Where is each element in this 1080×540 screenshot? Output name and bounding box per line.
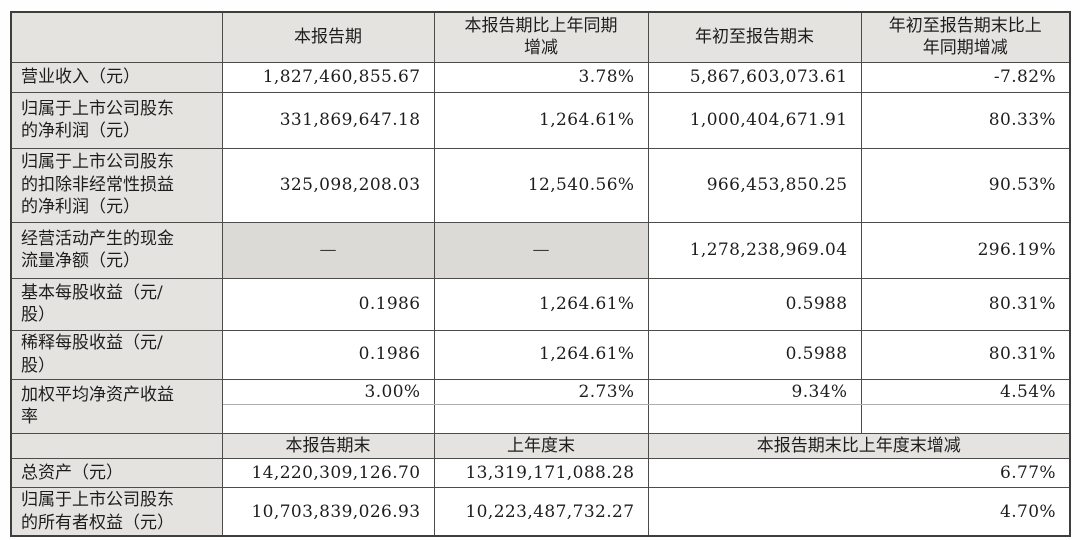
header-period-end-change: 本报告期末比上年度末增减 <box>647 432 1071 460</box>
value-current-yoy: 1,264.61% <box>433 329 649 380</box>
value-current: 325,098,208.03 <box>221 147 435 223</box>
header-current-period: 本报告期 <box>221 11 435 63</box>
value-period-end: 10,703,839,026.93 <box>221 487 435 537</box>
value-change: 4.70% <box>647 487 1071 537</box>
value-ytd: 5,867,603,073.61 <box>647 61 862 93</box>
financial-summary-table: 本报告期 本报告期比上年同期 增减 年初至报告期末 年初至报告期末比上 年同期增… <box>10 11 1071 538</box>
value-prev-year-end: 13,319,171,088.28 <box>433 458 649 489</box>
spacer-cell <box>221 403 435 434</box>
row-label: 归属于上市公司股东 的净利润（元） <box>10 91 223 149</box>
header-current-period-yoy: 本报告期比上年同期 增减 <box>433 11 649 63</box>
value-ytd: 0.5988 <box>647 277 862 331</box>
header-corner-cell <box>10 11 223 63</box>
value-current: 1,827,460,855.67 <box>221 61 435 93</box>
table-row-revenue: 营业收入（元） 1,827,460,855.67 3.78% 5,867,603… <box>10 61 1071 93</box>
value-current: 0.1986 <box>221 277 435 331</box>
value-current-yoy-dash: — <box>433 221 649 279</box>
table-row-net-profit: 归属于上市公司股东 的净利润（元） 331,869,647.18 1,264.6… <box>10 91 1071 149</box>
value-ytd-yoy: 4.54% <box>860 378 1071 405</box>
value-prev-year-end: 10,223,487,732.27 <box>433 487 649 537</box>
value-current-dash: — <box>221 221 435 279</box>
table-row-basic-eps: 基本每股收益（元/ 股） 0.1986 1,264.61% 0.5988 80.… <box>10 277 1071 331</box>
value-ytd-yoy: -7.82% <box>860 61 1071 93</box>
header-row-top: 本报告期 本报告期比上年同期 增减 年初至报告期末 年初至报告期末比上 年同期增… <box>10 11 1071 63</box>
value-ytd-yoy: 296.19% <box>860 221 1071 279</box>
header-ytd: 年初至报告期末 <box>647 11 862 63</box>
table-row-diluted-eps: 稀释每股收益（元/ 股） 0.1986 1,264.61% 0.5988 80.… <box>10 329 1071 380</box>
row-label: 总资产（元） <box>10 458 223 489</box>
value-ytd: 0.5988 <box>647 329 862 380</box>
header-prev-year-end: 上年度末 <box>433 432 649 460</box>
value-period-end: 14,220,309,126.70 <box>221 458 435 489</box>
table-row-net-profit-deducted: 归属于上市公司股东 的扣除非经常性损益 的净利润（元） 325,098,208.… <box>10 147 1071 223</box>
value-ytd-yoy: 80.33% <box>860 91 1071 149</box>
value-current: 0.1986 <box>221 329 435 380</box>
row-label: 稀释每股收益（元/ 股） <box>10 329 223 380</box>
value-current-yoy: 1,264.61% <box>433 91 649 149</box>
value-ytd-yoy: 80.31% <box>860 329 1071 380</box>
table-row-owners-equity: 归属于上市公司股东 的所有者权益（元） 10,703,839,026.93 10… <box>10 487 1071 537</box>
value-current: 3.00% <box>221 378 435 405</box>
header-ytd-yoy: 年初至报告期末比上 年同期增减 <box>860 11 1071 63</box>
row-label: 经营活动产生的现金 流量净额（元） <box>10 221 223 279</box>
table-row-roe: 加权平均净资产收益 率 3.00% 2.73% 9.34% 4.54% <box>10 378 1071 434</box>
value-current-yoy: 12,540.56% <box>433 147 649 223</box>
spacer-cell <box>860 403 1071 434</box>
header-corner-cell-bottom <box>10 432 223 460</box>
header-period-end: 本报告期末 <box>221 432 435 460</box>
value-change: 6.77% <box>647 458 1071 489</box>
row-label: 加权平均净资产收益 率 <box>10 378 223 434</box>
value-current-yoy: 1,264.61% <box>433 277 649 331</box>
value-ytd-yoy: 80.31% <box>860 277 1071 331</box>
table-row-cash-flow: 经营活动产生的现金 流量净额（元） — — 1,278,238,969.04 2… <box>10 221 1071 279</box>
header-row-bottom: 本报告期末 上年度末 本报告期末比上年度末增减 <box>10 432 1071 460</box>
value-ytd: 966,453,850.25 <box>647 147 862 223</box>
row-label: 营业收入（元） <box>10 61 223 93</box>
row-label: 基本每股收益（元/ 股） <box>10 277 223 331</box>
row-label: 归属于上市公司股东 的所有者权益（元） <box>10 487 223 537</box>
value-ytd-yoy: 90.53% <box>860 147 1071 223</box>
row-label: 归属于上市公司股东 的扣除非经常性损益 的净利润（元） <box>10 147 223 223</box>
value-ytd: 1,278,238,969.04 <box>647 221 862 279</box>
spacer-cell <box>433 403 649 434</box>
value-current-yoy: 2.73% <box>433 378 649 405</box>
spacer-cell <box>647 403 862 434</box>
value-current-yoy: 3.78% <box>433 61 649 93</box>
value-current: 331,869,647.18 <box>221 91 435 149</box>
value-ytd: 9.34% <box>647 378 862 405</box>
table-row-total-assets: 总资产（元） 14,220,309,126.70 13,319,171,088.… <box>10 458 1071 489</box>
value-ytd: 1,000,404,671.91 <box>647 91 862 149</box>
